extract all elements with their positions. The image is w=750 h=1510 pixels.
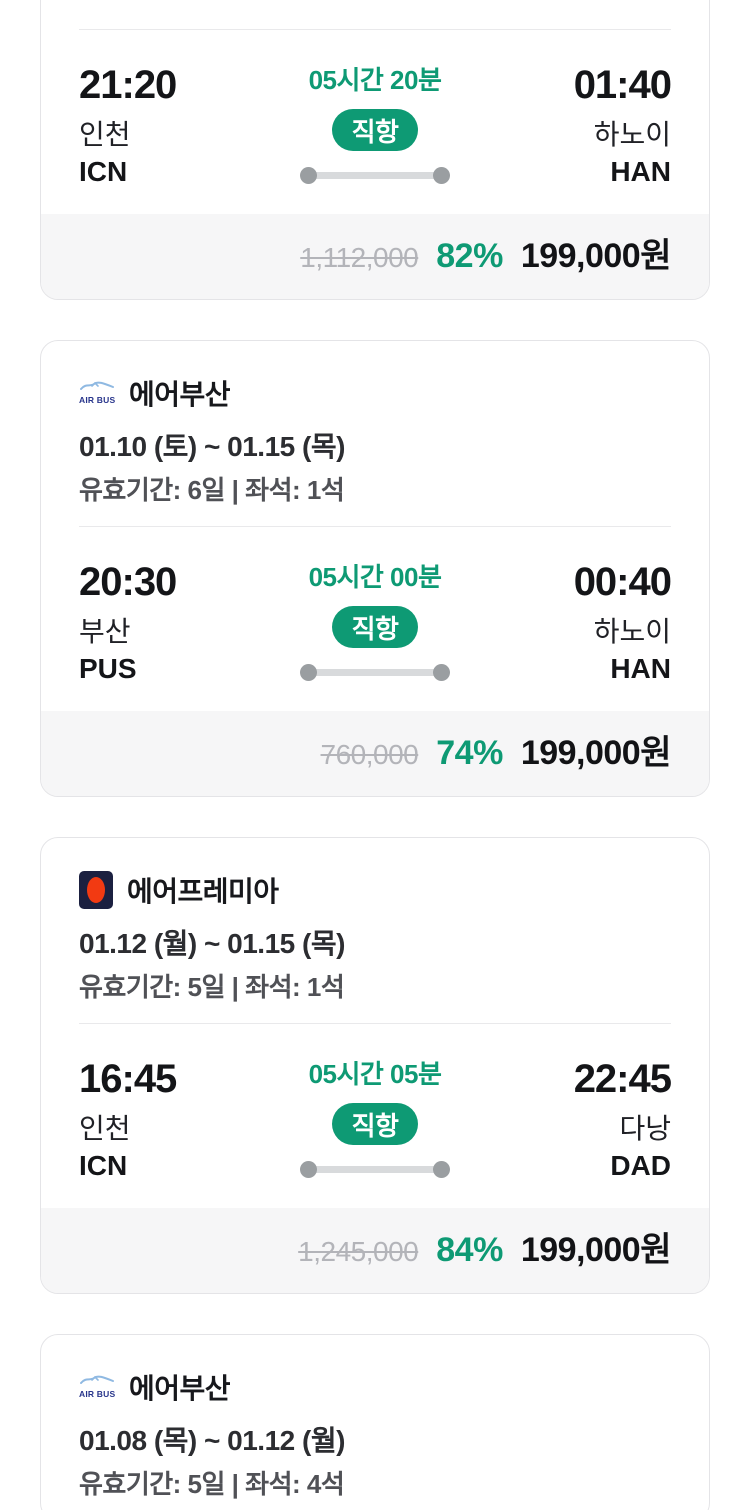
date-range: 01.08 (목) ~ 01.12 (월): [79, 1425, 345, 1456]
departure-city: 인천: [79, 1113, 131, 1144]
svg-text:AIR BUSAN: AIR BUSAN: [79, 395, 115, 405]
route-line: [300, 167, 450, 184]
price-footer: 760,000 74% 199,000원: [41, 711, 709, 796]
flight-deal-card[interactable]: AIR BUSAN 에어부산 01.08 (목) ~ 01.12 (월) 유효기…: [40, 1334, 710, 1510]
airline-name: 에어부산: [129, 379, 231, 410]
departure-time: 21:20: [79, 63, 177, 107]
departure-city: 인천: [79, 119, 131, 150]
arrival-city: 다낭: [619, 1113, 671, 1144]
validity-and-seats: 유효기간: 6일 | 좌석: 1석: [79, 475, 345, 505]
route-end-dot-icon: [433, 664, 450, 681]
route-start-dot-icon: [300, 664, 317, 681]
route-end-dot-icon: [433, 1161, 450, 1178]
validity-and-seats: 유효기간: 5일 | 좌석: 4석: [79, 1469, 345, 1499]
airline-name: 에어부산: [129, 1373, 231, 1404]
route-end-dot-icon: [433, 167, 450, 184]
flight-info: 20:30 부산 PUS 05시간 00분 직항 00:40 하노이 HAN: [41, 527, 709, 711]
direct-flight-badge: 직항: [331, 606, 419, 648]
date-range: 01.12 (월) ~ 01.15 (목): [79, 928, 345, 959]
final-price: 199,000원: [520, 237, 672, 275]
flight-duration: 05시간 20분: [308, 65, 442, 95]
card-header: AIR BUSAN 에어부산 01.10 (토) ~ 01.15 (목) 유효기…: [41, 341, 709, 526]
original-price: 1,112,000: [300, 242, 419, 273]
airline-row: 에어프레미아: [79, 870, 671, 910]
discount-percent: 82%: [436, 237, 503, 275]
airline-row: AIR BUSAN 에어부산: [79, 373, 671, 413]
flight-deal-card[interactable]: 에어프레미아 01.12 (월) ~ 01.15 (목) 유효기간: 5일 | …: [40, 837, 710, 1294]
card-header: [41, 0, 709, 29]
card-header: AIR BUSAN 에어부산 01.08 (목) ~ 01.12 (월) 유효기…: [41, 1335, 709, 1510]
arrival-airport-code: HAN: [610, 653, 671, 684]
arrival-airport-code: DAD: [610, 1150, 671, 1181]
arrival-time: 00:40: [573, 560, 672, 604]
arrival-time: 22:45: [573, 1057, 672, 1101]
discount-percent: 84%: [436, 1231, 503, 1269]
air-premia-logo-icon: [79, 871, 113, 909]
route-track: [308, 1166, 442, 1173]
flight-info: 16:45 인천 ICN 05시간 05분 직항 22:45 다낭 DAD: [41, 1024, 709, 1208]
direct-flight-badge: 직항: [331, 109, 419, 151]
divider: [79, 1023, 671, 1024]
flight-deal-card[interactable]: AIR BUSAN 에어부산 01.10 (토) ~ 01.15 (목) 유효기…: [40, 340, 710, 797]
card-header: 에어프레미아 01.12 (월) ~ 01.15 (목) 유효기간: 5일 | …: [41, 838, 709, 1023]
arrival-city: 하노이: [593, 616, 671, 647]
arrival-city: 하노이: [593, 119, 671, 150]
flight-duration: 05시간 00분: [308, 562, 442, 592]
discount-percent: 74%: [436, 734, 503, 772]
departure-airport-code: ICN: [79, 1150, 128, 1181]
original-price: 1,245,000: [298, 1236, 419, 1267]
departure-airport-code: ICN: [79, 156, 128, 187]
svg-text:AIR BUSAN: AIR BUSAN: [79, 1389, 115, 1399]
arrival-airport-code: HAN: [610, 156, 671, 187]
route-track: [308, 669, 442, 676]
price-footer: 1,245,000 84% 199,000원: [41, 1208, 709, 1293]
price-footer: 1,112,000 82% 199,000원: [41, 214, 709, 299]
departure-airport-code: PUS: [79, 653, 137, 684]
date-range: 01.10 (토) ~ 01.15 (목): [79, 431, 345, 462]
departure-city: 부산: [79, 616, 131, 647]
final-price: 199,000원: [520, 734, 672, 772]
airline-name: 에어프레미아: [127, 876, 279, 907]
final-price: 199,000원: [520, 1231, 672, 1269]
route-track: [308, 172, 442, 179]
divider: [79, 526, 671, 527]
validity-and-seats: 유효기간: 5일 | 좌석: 1석: [79, 972, 345, 1002]
route-start-dot-icon: [300, 1161, 317, 1178]
route-start-dot-icon: [300, 167, 317, 184]
departure-time: 16:45: [79, 1057, 177, 1101]
flight-info: 21:20 인천 ICN 05시간 20분 직항 01:40 하노이 HAN: [41, 30, 709, 214]
flight-deal-card[interactable]: 21:20 인천 ICN 05시간 20분 직항 01:40 하노이 HAN 1…: [40, 0, 710, 300]
divider: [79, 29, 671, 30]
original-price: 760,000: [320, 739, 419, 770]
direct-flight-badge: 직항: [331, 1103, 419, 1145]
air-busan-logo-icon: AIR BUSAN: [79, 381, 115, 405]
route-line: [300, 1161, 450, 1178]
flight-duration: 05시간 05분: [308, 1059, 442, 1089]
route-line: [300, 664, 450, 681]
arrival-time: 01:40: [573, 63, 672, 107]
airline-row: AIR BUSAN 에어부산: [79, 1367, 671, 1407]
departure-time: 20:30: [79, 560, 177, 604]
air-busan-logo-icon: AIR BUSAN: [79, 1375, 115, 1399]
